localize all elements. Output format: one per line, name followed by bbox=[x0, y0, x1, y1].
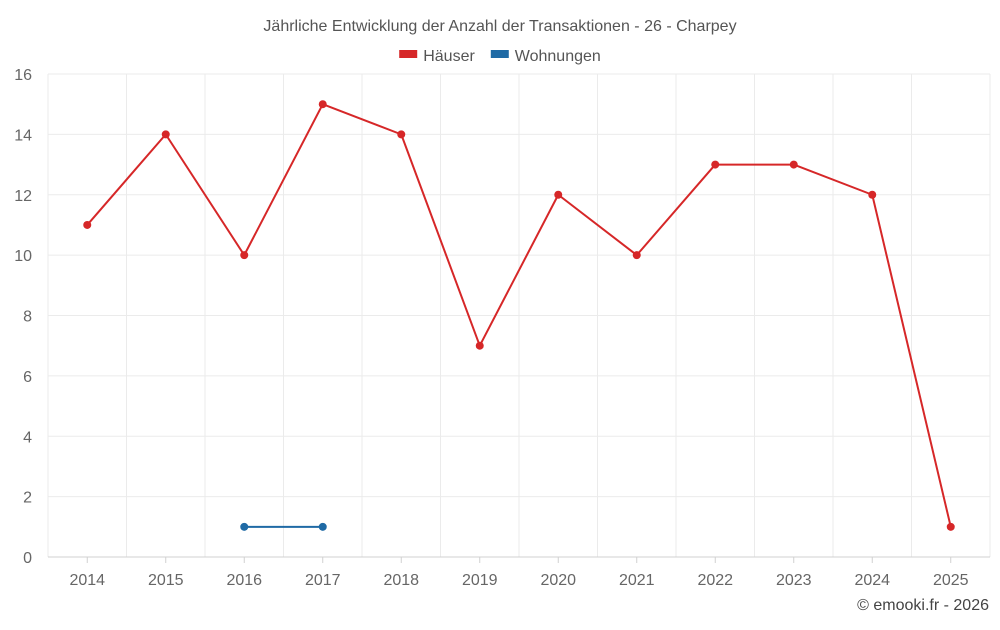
data-point bbox=[240, 251, 249, 260]
legend-swatch bbox=[490, 50, 509, 58]
series-wohnungen bbox=[240, 522, 327, 531]
x-tick-label: 2016 bbox=[226, 572, 262, 589]
legend-item-wohnungen: Wohnungen bbox=[490, 48, 601, 65]
y-tick-label: 12 bbox=[14, 188, 32, 205]
legend-label: Häuser bbox=[423, 48, 475, 65]
legend: Häuser Wohnungen bbox=[399, 48, 601, 65]
data-point bbox=[475, 341, 484, 350]
y-tick-label: 8 bbox=[23, 309, 32, 326]
data-point bbox=[318, 100, 327, 109]
x-tick-label: 2018 bbox=[383, 572, 419, 589]
data-point bbox=[397, 130, 406, 139]
x-tick-label: 2021 bbox=[619, 572, 655, 589]
data-point bbox=[789, 160, 798, 169]
y-tick-label: 16 bbox=[14, 67, 32, 84]
y-tick-label: 4 bbox=[23, 429, 32, 446]
x-tick-label: 2024 bbox=[854, 572, 890, 589]
data-point bbox=[554, 190, 563, 199]
chart-title: Jährliche Entwicklung der Anzahl der Tra… bbox=[263, 18, 736, 35]
x-tick-label: 2019 bbox=[462, 572, 498, 589]
series-haeuser bbox=[83, 100, 955, 531]
data-point bbox=[946, 522, 955, 531]
axes: 0 2 4 6 8 10 12 14 16 2014 2015 2016 2017 2018 2019 202… bbox=[14, 67, 990, 589]
y-tick-label: 14 bbox=[14, 127, 32, 144]
data-point bbox=[83, 220, 92, 229]
data-point bbox=[711, 160, 720, 169]
data-point bbox=[240, 522, 249, 531]
x-tick-label: 2017 bbox=[305, 572, 341, 589]
legend-swatch bbox=[399, 50, 418, 58]
x-tick-label: 2015 bbox=[148, 572, 184, 589]
y-tick-label: 10 bbox=[14, 248, 32, 265]
y-tick-label: 6 bbox=[23, 369, 32, 386]
series-line bbox=[86, 103, 952, 528]
x-tick-label: 2023 bbox=[776, 572, 812, 589]
legend-label: Wohnungen bbox=[515, 48, 601, 65]
legend-item-haeuser: Häuser bbox=[399, 48, 475, 65]
grid bbox=[47, 73, 991, 557]
x-tick-label: 2025 bbox=[933, 572, 969, 589]
credit-text: © emooki.fr - 2026 bbox=[857, 597, 989, 614]
y-tick-label: 0 bbox=[23, 550, 32, 567]
data-point bbox=[868, 190, 877, 199]
data-point bbox=[632, 251, 641, 260]
series-layer bbox=[83, 100, 955, 531]
y-tick-label: 2 bbox=[23, 490, 32, 507]
x-tick-label: 2014 bbox=[69, 572, 105, 589]
x-tick-label: 2022 bbox=[697, 572, 733, 589]
data-point bbox=[318, 522, 327, 531]
x-tick-label: 2020 bbox=[540, 572, 576, 589]
data-point bbox=[161, 130, 170, 139]
